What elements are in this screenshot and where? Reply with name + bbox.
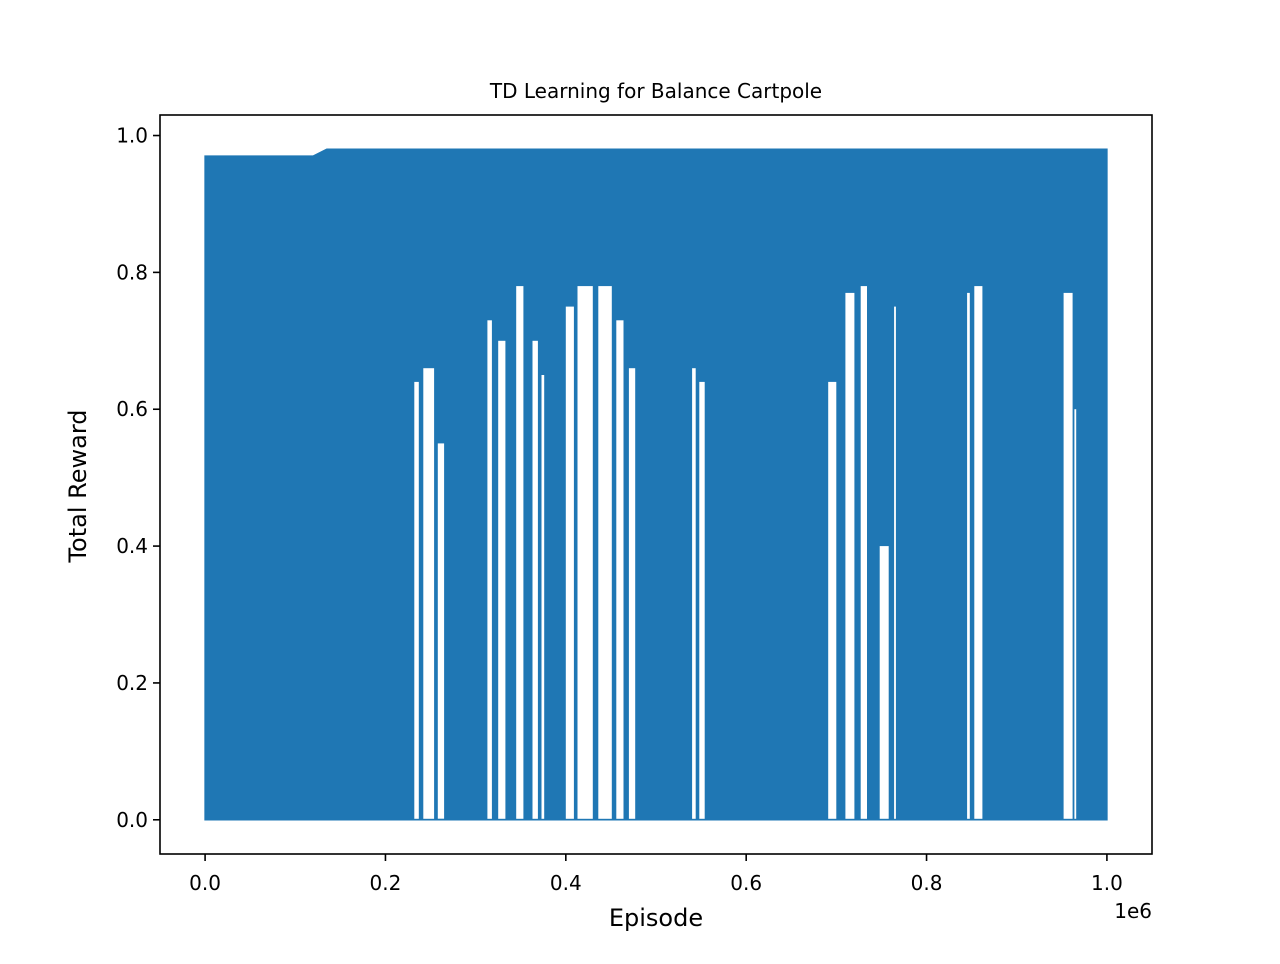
- y-tick-label: 0.6: [116, 397, 148, 421]
- series-gap: [974, 286, 983, 819]
- y-tick-label: 0.4: [116, 534, 148, 558]
- series-gap: [628, 368, 636, 819]
- series-gap: [577, 286, 593, 819]
- y-tick-label: 0.2: [116, 671, 148, 695]
- axes-layer: 0.0 0.2 0.4 0.6 0.8 1.0 0.0 0.2 0.4 0.6 0.8 1.0: [116, 114, 1153, 895]
- x-tick-label: 0.6: [730, 871, 762, 895]
- series-gap: [828, 381, 837, 819]
- series-gap: [616, 320, 624, 819]
- x-tick-label: 0.2: [370, 871, 402, 895]
- y-tick-label: 0.0: [116, 808, 148, 832]
- x-tick-label: 0.0: [189, 871, 221, 895]
- chart-title: TD Learning for Balance Cartpole: [489, 79, 822, 103]
- series-gap: [860, 286, 867, 819]
- series-gap: [423, 368, 435, 819]
- series-gap: [437, 443, 445, 819]
- y-tick-label: 1.0: [116, 124, 148, 148]
- series-gap: [516, 286, 524, 819]
- series-gap: [565, 306, 574, 819]
- x-tick-label: 0.8: [911, 871, 943, 895]
- series-gap: [967, 292, 970, 819]
- series-gap: [1074, 409, 1077, 819]
- series-gap: [894, 306, 896, 819]
- series-gap: [532, 340, 538, 819]
- x-axis-offset-text: 1e6: [1114, 899, 1152, 923]
- plot-layer: [204, 148, 1108, 821]
- series-gap: [845, 292, 855, 819]
- series-gap: [498, 340, 506, 819]
- series-gap: [692, 368, 696, 819]
- series-line: [204, 148, 1108, 821]
- x-tick-label: 1.0: [1091, 871, 1123, 895]
- series-gap: [414, 381, 419, 819]
- y-tick-label: 0.8: [116, 260, 148, 284]
- series-gap: [541, 375, 545, 819]
- x-axis-label: Episode: [609, 904, 703, 932]
- x-tick-label: 0.4: [550, 871, 582, 895]
- series-gap: [598, 286, 612, 819]
- y-axis-label: Total Reward: [64, 409, 92, 563]
- series-gap: [879, 546, 889, 819]
- series-gap: [1063, 292, 1073, 819]
- series-gap: [487, 320, 492, 819]
- series-gap: [699, 381, 705, 819]
- axes-frame: [159, 114, 1153, 855]
